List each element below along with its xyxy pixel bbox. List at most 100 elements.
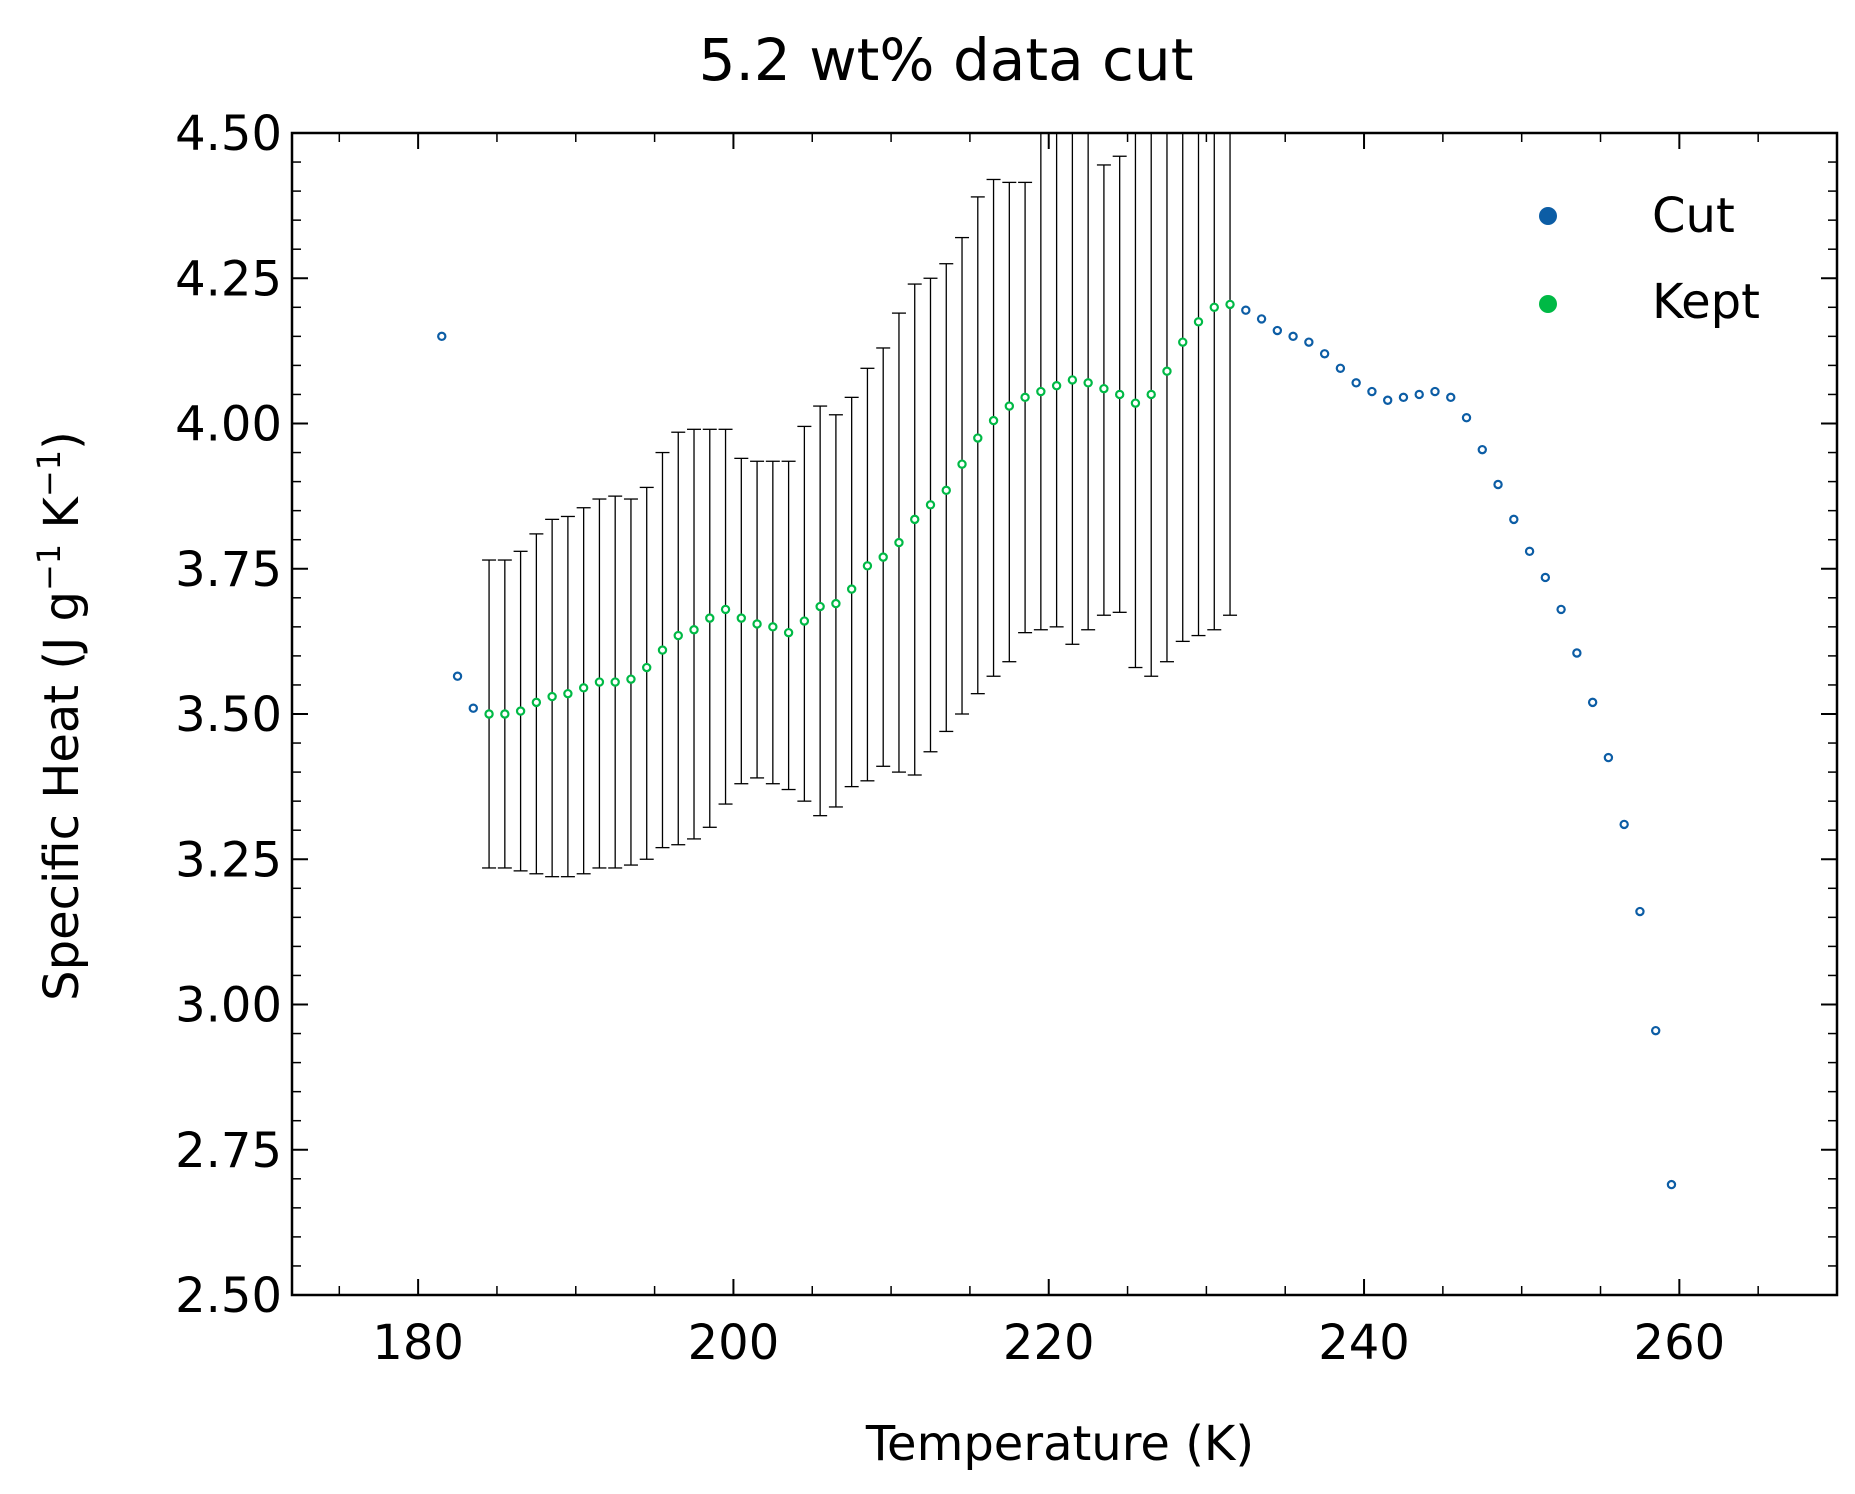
data-point-cut bbox=[1398, 392, 1409, 403]
data-point-cut bbox=[437, 331, 447, 342]
data-point-kept bbox=[1130, 398, 1141, 408]
y-tick-label: 3.00 bbox=[175, 978, 282, 1034]
legend: Cut Kept bbox=[1539, 188, 1760, 330]
data-point-cut bbox=[1635, 906, 1645, 917]
data-point-cut bbox=[1351, 378, 1361, 388]
data-point-cut bbox=[1619, 819, 1629, 830]
data-point-cut bbox=[1540, 572, 1551, 583]
y-tick-label: 3.50 bbox=[175, 687, 282, 743]
x-tick-label: 260 bbox=[1634, 1315, 1726, 1371]
y-tick-label: 2.75 bbox=[175, 1123, 282, 1179]
data-point-kept bbox=[862, 561, 873, 571]
data-point-kept bbox=[752, 619, 762, 629]
data-point-cut bbox=[1288, 331, 1298, 342]
data-point-kept bbox=[910, 514, 920, 525]
data-point-cut bbox=[1367, 386, 1377, 397]
data-point-cut bbox=[1477, 444, 1487, 455]
data-point-cut bbox=[1335, 363, 1346, 374]
data-point-cut bbox=[1272, 325, 1283, 336]
data-point-kept bbox=[941, 485, 951, 496]
x-tick-label: 180 bbox=[372, 1315, 464, 1371]
data-point-kept bbox=[1114, 389, 1125, 400]
y-tick-label: 4.50 bbox=[175, 106, 282, 162]
data-point-kept bbox=[1209, 302, 1219, 312]
y-axis-label-sup1: −1 bbox=[30, 544, 68, 591]
y-tick-label: 4.25 bbox=[175, 251, 282, 307]
data-point-kept bbox=[594, 677, 605, 687]
data-point-kept bbox=[1020, 392, 1030, 403]
data-point-kept bbox=[1004, 401, 1015, 411]
x-tick-label: 240 bbox=[1318, 1315, 1410, 1371]
legend-marker-cut bbox=[1539, 207, 1557, 225]
data-point-kept bbox=[1146, 389, 1156, 400]
data-point-cut bbox=[1556, 604, 1566, 615]
data-point-cut bbox=[1493, 479, 1503, 490]
data-point-cut bbox=[1319, 349, 1330, 359]
data-point-kept bbox=[484, 709, 494, 719]
data-point-cut bbox=[1414, 389, 1424, 400]
data-point-kept bbox=[736, 613, 747, 623]
data-point-cut bbox=[1304, 337, 1314, 347]
data-point-kept bbox=[626, 674, 636, 684]
axes: 180 200 220 240 260 2.50 2.75 3.00 3.25 3.50 3.75 4… bbox=[175, 106, 1839, 1371]
data-point-kept bbox=[515, 706, 526, 716]
data-point-kept bbox=[689, 625, 699, 635]
data-point-kept bbox=[547, 691, 557, 702]
y-axis-label-prefix: Specific Heat (J g bbox=[34, 591, 90, 1001]
data-point-kept bbox=[1051, 381, 1062, 391]
legend-label-kept: Kept bbox=[1652, 274, 1760, 330]
data-point-kept bbox=[720, 604, 731, 615]
data-point-cut bbox=[1587, 697, 1598, 708]
data-point-kept bbox=[610, 677, 620, 687]
data-point-kept bbox=[799, 616, 810, 626]
x-tick-label: 220 bbox=[1003, 1315, 1095, 1371]
data-point-kept bbox=[500, 709, 510, 719]
data-point-cut bbox=[1603, 752, 1614, 763]
data-point-kept bbox=[578, 683, 589, 693]
data-point-kept bbox=[563, 688, 573, 699]
data-point-kept bbox=[657, 645, 668, 655]
data-point-cut bbox=[1241, 305, 1251, 315]
data-point-kept bbox=[1178, 337, 1188, 347]
y-axis-label-sup2: −1 bbox=[30, 450, 68, 497]
data-point-kept bbox=[831, 598, 841, 609]
data-point-cut bbox=[1446, 392, 1456, 403]
data-point-cut bbox=[452, 671, 463, 681]
data-point-kept bbox=[925, 500, 936, 510]
data-point-kept bbox=[988, 415, 999, 426]
data-point-cut bbox=[1430, 386, 1440, 397]
data-point-kept bbox=[957, 459, 967, 469]
y-axis-label-middle: K bbox=[34, 496, 90, 544]
chart-title: 5.2 wt% data cut bbox=[699, 26, 1194, 94]
x-tick-label: 200 bbox=[688, 1315, 780, 1371]
data-point-kept bbox=[1193, 317, 1204, 327]
data-point-kept bbox=[1036, 386, 1046, 397]
data-point-kept bbox=[673, 630, 683, 641]
y-tick-label: 2.50 bbox=[175, 1268, 282, 1324]
y-axis-label: Specific Heat (J g−1 K−1) bbox=[30, 431, 90, 1001]
y-tick-label: 3.25 bbox=[175, 832, 282, 888]
data-point-cut bbox=[468, 703, 479, 713]
data-point-cut bbox=[1666, 1179, 1677, 1190]
data-point-kept bbox=[642, 662, 652, 673]
data-point-kept bbox=[878, 552, 888, 562]
data-point-cut bbox=[1572, 648, 1582, 658]
data-point-kept bbox=[973, 433, 983, 443]
data-point-kept bbox=[1083, 378, 1093, 388]
data-point-kept bbox=[1067, 375, 1078, 385]
data-point-cut bbox=[1461, 412, 1472, 423]
data-point-cut bbox=[1382, 395, 1393, 405]
data-point-kept bbox=[1162, 366, 1172, 376]
x-axis-label: Temperature (K) bbox=[865, 1416, 1254, 1472]
data-point-kept bbox=[1099, 383, 1109, 394]
data-point-kept bbox=[846, 584, 857, 594]
data-point-cut bbox=[1509, 514, 1519, 525]
y-axis-label-suffix: ) bbox=[34, 431, 90, 450]
y-tick-label: 3.75 bbox=[175, 542, 282, 598]
data-point-kept bbox=[1225, 299, 1235, 310]
data-point-kept bbox=[531, 697, 542, 708]
data-point-kept bbox=[783, 627, 794, 638]
y-tick-label: 4.00 bbox=[175, 397, 282, 453]
legend-label-cut: Cut bbox=[1652, 188, 1735, 244]
